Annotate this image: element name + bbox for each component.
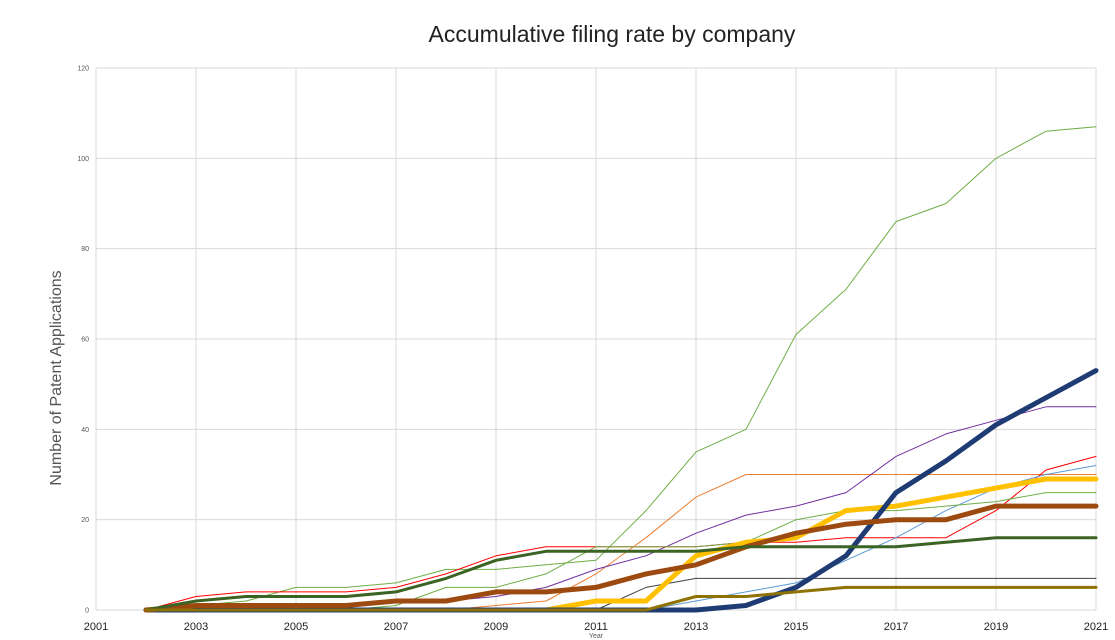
x-tick-label: 2007 [384, 621, 408, 633]
y-tick-label: 0 [85, 608, 89, 615]
x-tick-label: 2021 [1084, 621, 1108, 633]
y-tick-label: 120 [77, 66, 89, 73]
y-tick-label: 100 [77, 156, 89, 163]
chart-title: Accumulative filing rate by company [429, 21, 796, 47]
y-tick-label: 60 [81, 337, 89, 344]
series-lines [146, 127, 1096, 610]
x-tick-label: 2001 [84, 621, 108, 633]
x-tick-label: 2015 [784, 621, 808, 633]
axis-ticks: 0 20 40 60 80 100 120 2001 2003 2005 2007 2009 2011 2… [77, 66, 1108, 634]
x-tick-label: 2005 [284, 621, 308, 633]
x-tick-label: 2017 [884, 621, 908, 633]
gridlines [96, 68, 1096, 610]
x-tick-label: 2009 [484, 621, 508, 633]
x-axis-label: Year [589, 633, 604, 640]
series-line-10 [146, 506, 1096, 610]
series-line-8 [146, 479, 1096, 610]
x-tick-label: 2003 [184, 621, 208, 633]
x-tick-label: 2013 [684, 621, 708, 633]
x-tick-label: 2019 [984, 621, 1008, 633]
x-tick-label: 2011 [584, 621, 608, 633]
y-tick-label: 40 [81, 427, 89, 434]
y-tick-label: 20 [81, 517, 89, 524]
series-line-1 [146, 127, 1096, 610]
y-tick-label: 80 [81, 246, 89, 253]
series-line-9 [146, 371, 1096, 610]
y-axis-label: Number of Patent Applications [48, 270, 65, 485]
